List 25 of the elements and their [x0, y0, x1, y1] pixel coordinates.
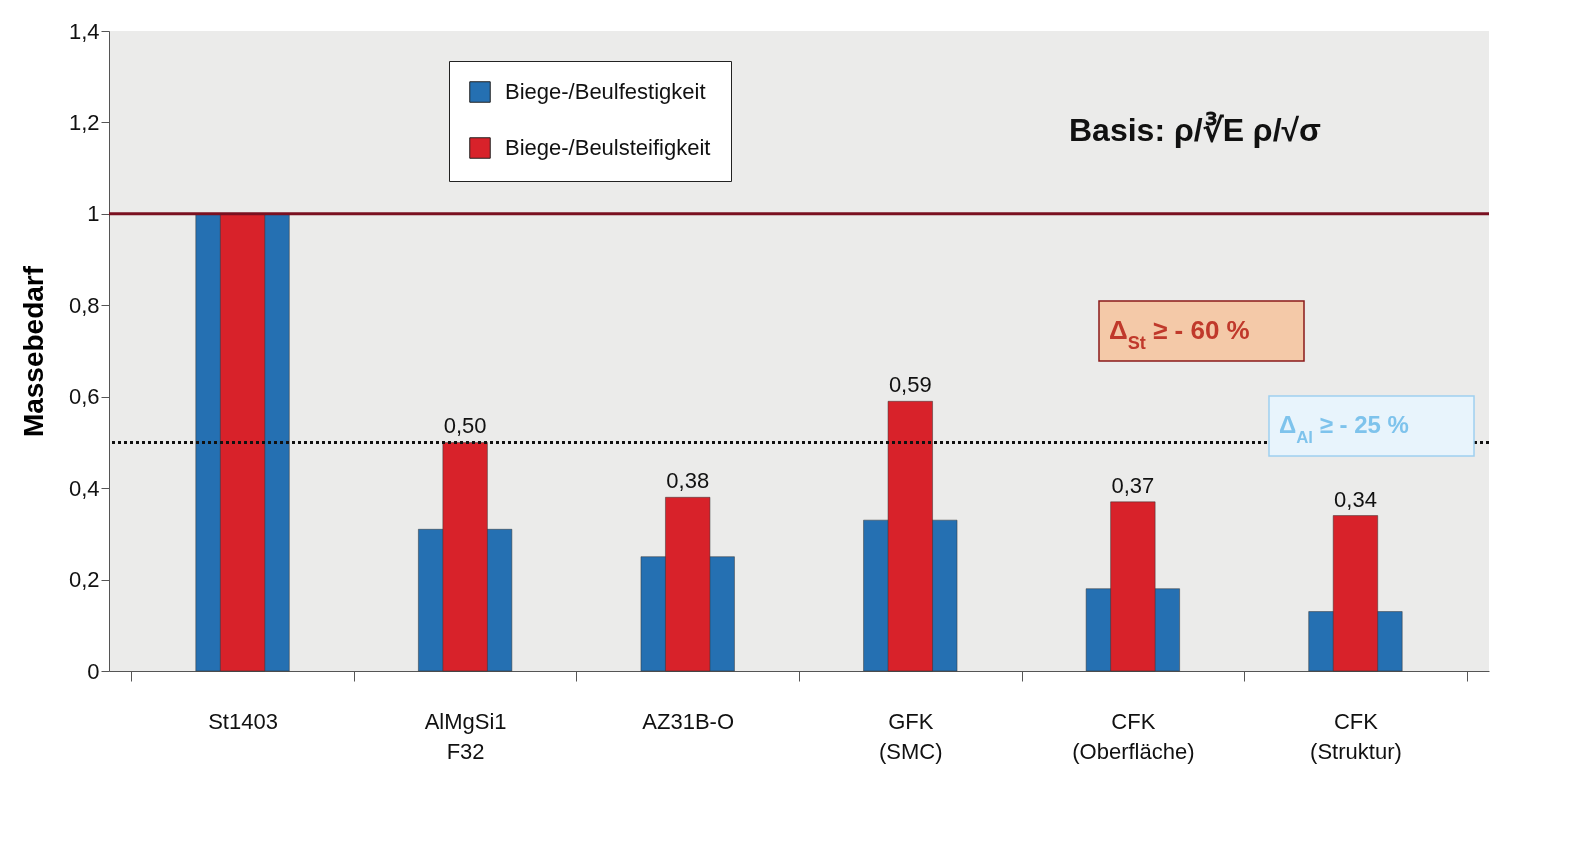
annotation: Δ$_{St}$ ≥ - 60 %	[1109, 315, 1250, 353]
y-tick-label: 1,2	[68, 109, 100, 135]
x-tick-label: GFK (SMC)	[879, 708, 943, 764]
x-tick-label: CFK (Struktur)	[1310, 708, 1402, 764]
data-label: 0,50	[443, 413, 487, 439]
y-tick-label: 0,6	[68, 384, 100, 410]
data-label: 0,37	[1111, 472, 1155, 498]
data-label: 0,38	[666, 468, 710, 494]
x-tick-label: AZ31B-O	[642, 708, 735, 734]
annotation: Δ$_{Al}$ ≥ - 25 %	[1279, 411, 1409, 447]
y-tick-label: 0,4	[68, 475, 100, 501]
x-tick-label: CFK (Oberfläche)	[1072, 708, 1195, 764]
y-tick-label: 0	[87, 658, 100, 684]
y-tick-label: 1,4	[68, 18, 100, 44]
annotation: Basis: ρ/∛E ρ/√σ	[1069, 111, 1322, 148]
data-label: 0,34	[1334, 486, 1377, 512]
y-axis-title: Massebedarf	[17, 265, 49, 438]
data-label: 0,59	[888, 372, 932, 398]
legend-label: Biege-/Beulfestigkeit	[505, 79, 706, 104]
y-tick-label: 1	[87, 201, 100, 227]
x-tick-label: St1403	[208, 708, 278, 734]
x-tick-label: AlMgSi1 F32	[424, 708, 507, 764]
y-tick-label: 0,8	[68, 292, 100, 318]
legend-label: Biege-/Beulsteifigkeit	[505, 135, 711, 160]
y-tick-label: 0,2	[68, 567, 100, 593]
